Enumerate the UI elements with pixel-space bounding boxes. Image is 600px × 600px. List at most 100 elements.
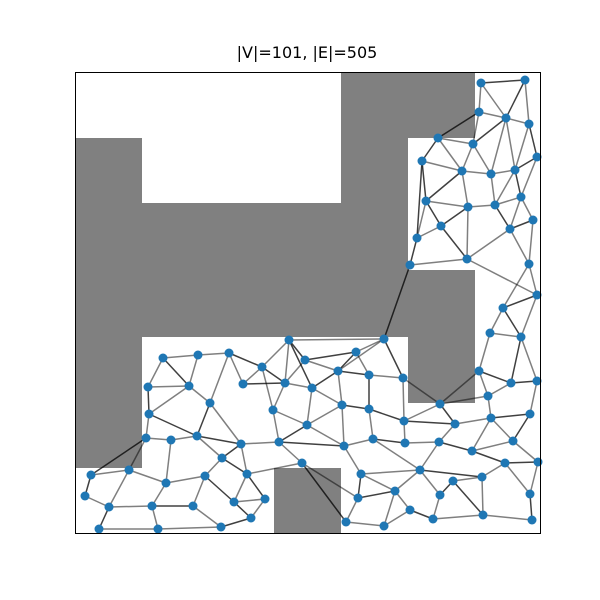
node [405,260,415,270]
node [246,513,256,523]
node [417,156,427,166]
edge [394,469,421,492]
edge [502,294,538,309]
edge [197,352,230,356]
edge [494,169,516,206]
edge [278,441,303,464]
node [143,382,153,392]
edge [471,450,506,464]
edge [510,336,522,384]
node [193,350,203,360]
edge [528,263,538,296]
edge [505,117,516,171]
edge [419,441,440,471]
node [379,334,389,344]
edge [301,462,359,499]
edge [306,404,343,426]
node [300,355,310,365]
node [500,458,510,468]
node [434,437,444,447]
edge [421,160,463,172]
node [527,515,537,525]
node [524,119,534,129]
node [80,491,90,501]
node [260,494,270,504]
node [356,469,366,479]
node [524,259,534,269]
node [486,413,496,423]
obstacle [341,72,475,138]
node [144,409,154,419]
edge [490,117,507,175]
node [297,458,307,468]
edge [437,137,474,145]
node [510,165,520,175]
node [474,107,484,117]
edge [188,354,199,387]
edge [440,206,469,227]
node [268,405,278,415]
edge [368,408,405,422]
edge [372,438,406,444]
edge [278,441,345,447]
node [236,439,246,449]
node [242,469,252,479]
node [433,133,443,143]
node [161,478,171,488]
node [498,303,508,313]
node [337,400,347,410]
edge [157,526,222,530]
edge [220,517,252,528]
edge [165,439,172,484]
edge [514,169,522,198]
node [147,501,157,511]
node [467,446,477,456]
edge [419,469,441,496]
edge [480,82,507,119]
edge [148,385,190,415]
node [532,376,542,386]
edge [520,294,538,338]
edge [480,79,526,84]
node [302,420,312,430]
edge [368,408,374,440]
node [435,490,445,500]
edge [196,435,242,445]
node [141,433,151,443]
node [364,370,374,380]
edge [528,123,538,158]
node [333,366,343,376]
edge [478,332,491,372]
edge [147,386,150,415]
edge [416,160,423,239]
node [238,379,248,389]
edge [284,359,306,384]
edge [439,370,480,405]
edge [147,385,190,388]
node [477,472,487,482]
edge [504,462,531,495]
edge [240,441,280,445]
edge [90,469,130,476]
edge [520,336,538,382]
edge [439,395,489,405]
node [353,493,363,503]
node [525,489,535,499]
edge [288,338,385,341]
edge [261,339,290,368]
edge [383,264,411,340]
edge [272,382,286,411]
edge [461,170,469,208]
edge [165,475,206,484]
node [485,328,495,338]
node [412,233,422,243]
edge [466,258,538,296]
edge [233,473,248,503]
edge [419,469,483,478]
node [104,502,114,512]
edge [284,339,290,384]
axes-frame [75,72,541,534]
node [415,465,425,475]
